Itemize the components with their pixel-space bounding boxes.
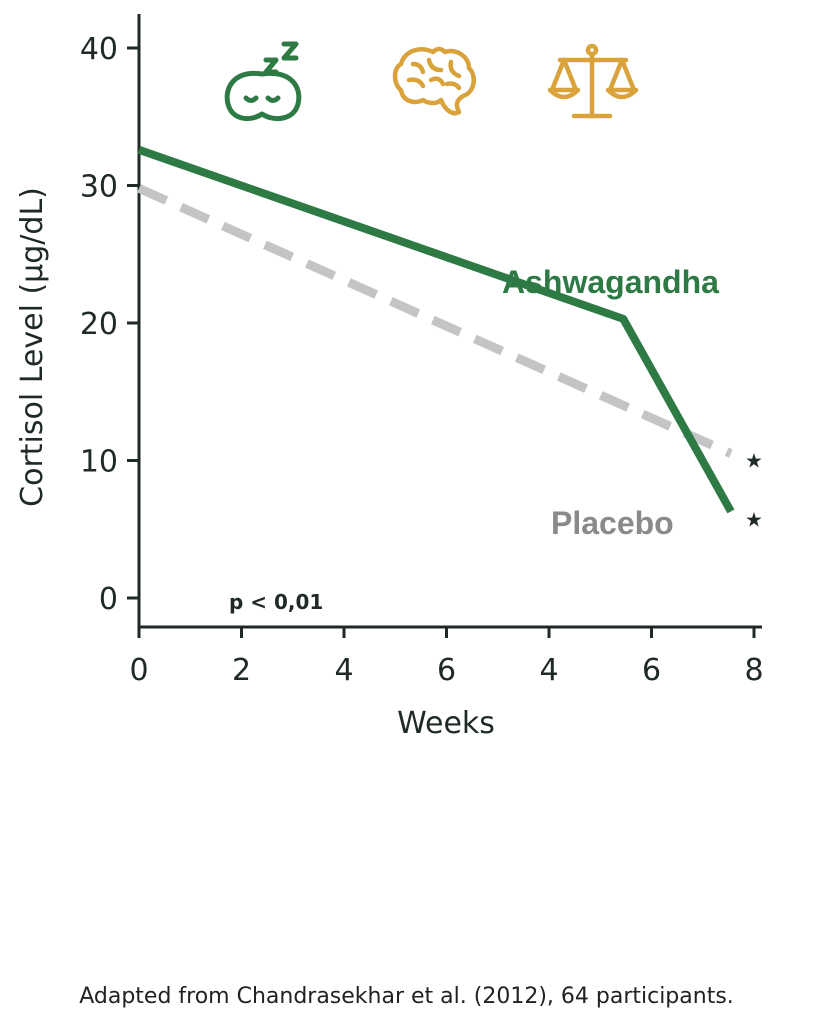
x-tick-label: 2 — [232, 653, 251, 688]
sleep-icon — [224, 41, 302, 122]
x-tick-label: 0 — [129, 653, 148, 688]
y-tick-label: 10 — [80, 445, 118, 480]
x-tick-label: 6 — [642, 653, 661, 688]
series-label-ashwagandha: Ashwagandha — [502, 264, 719, 300]
significance-star-marker: ★ — [745, 508, 763, 532]
x-axis-title: Weeks — [397, 706, 495, 741]
x-tick-label: 6 — [437, 653, 456, 688]
p-value-annotation: p < 0,01 — [229, 590, 323, 614]
y-tick-label: 30 — [80, 170, 118, 205]
source-caption: Adapted from Chandrasekhar et al. (2012)… — [79, 984, 734, 1009]
y-axis-title: Cortisol Level (μg/dL) — [15, 187, 50, 507]
y-tick-label: 20 — [80, 307, 118, 342]
significance-star-marker: ★ — [745, 449, 763, 473]
series-line-ashwagandha — [137, 146, 735, 514]
x-tick-label: 8 — [744, 653, 763, 688]
x-tick-label: 4 — [334, 653, 353, 688]
x-tick-label: 4 — [539, 653, 558, 688]
y-tick-label: 40 — [80, 32, 118, 67]
series-line-placebo — [137, 184, 733, 458]
y-tick-label: 0 — [99, 582, 118, 617]
brain-icon — [392, 46, 477, 116]
balance-scale-icon — [547, 43, 639, 119]
series-label-placebo: Placebo — [551, 505, 674, 541]
